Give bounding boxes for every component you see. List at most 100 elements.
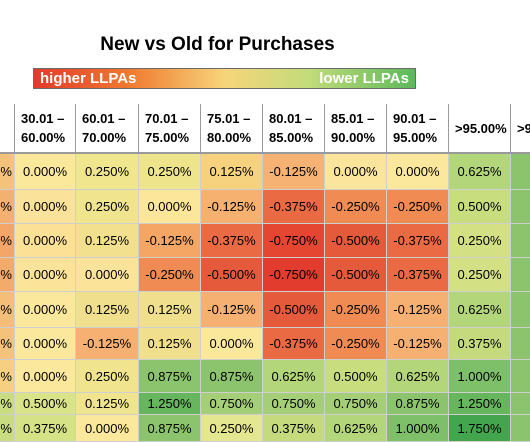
- column-header-label: 90.01 – 95.00%: [393, 111, 438, 145]
- heatmap-cell: 0.000%: [15, 360, 76, 393]
- heatmap-cell: 0.875%: [387, 393, 449, 415]
- heatmap-cell: 0%: [0, 292, 15, 328]
- heatmap-cell: 0.250%: [76, 190, 139, 224]
- column-header: 90.01 – 95.00%: [387, 104, 449, 154]
- column-header: 60.01 – 70.00%: [76, 104, 139, 154]
- heatmap-cell: -0.500%: [201, 258, 263, 292]
- heatmap-cell: 0.875%: [139, 360, 201, 393]
- heatmap-cell: 0.125%: [76, 224, 139, 258]
- heatmap-cell: -0.125%: [201, 292, 263, 328]
- heatmap-cell: 0.000%: [387, 154, 449, 190]
- heatmap-cell: 0.625%: [449, 154, 511, 190]
- heatmap-cell: 0.375%: [15, 415, 76, 442]
- column-header-label: >9: [517, 120, 530, 136]
- column-header-label: 85.01 – 90.00%: [331, 111, 376, 145]
- heatmap-cell: 0.375%: [449, 328, 511, 360]
- heatmap-cell: 0.625%: [449, 292, 511, 328]
- heatmap-cell: [511, 360, 530, 393]
- legend-high-label: higher LLPAs: [40, 70, 137, 87]
- heatmap-cell: -0.125%: [387, 328, 449, 360]
- heatmap-cell: 0%: [0, 415, 15, 442]
- heatmap-cell: 1.250%: [449, 393, 511, 415]
- heatmap-cell: 0.250%: [76, 154, 139, 190]
- heatmap-cell: 0.750%: [325, 393, 387, 415]
- heatmap-cell: 1.750%: [449, 415, 511, 442]
- heatmap-cell: -0.500%: [325, 224, 387, 258]
- heatmap-cell: -0.250%: [325, 190, 387, 224]
- heatmap-cell: 1.000%: [449, 360, 511, 393]
- heatmap-cell: [511, 258, 530, 292]
- heatmap-cell: 0.750%: [263, 393, 325, 415]
- heatmap-cell: 0.000%: [15, 224, 76, 258]
- heatmap-cell: [511, 292, 530, 328]
- heatmap-cell: 1.250%: [139, 393, 201, 415]
- heatmap-cell: 0.500%: [325, 360, 387, 393]
- heatmap-cell: -0.375%: [201, 224, 263, 258]
- heatmap-cell: [511, 328, 530, 360]
- column-header: [0, 104, 15, 154]
- heatmap-cell: 0.000%: [15, 190, 76, 224]
- heatmap-cell: 0%: [0, 393, 15, 415]
- column-header-label: 80.01 – 85.00%: [269, 111, 314, 145]
- column-header-label: 60.01 – 70.00%: [82, 111, 127, 145]
- heatmap-cell: 0%: [0, 328, 15, 360]
- heatmap-cell: 0.625%: [325, 415, 387, 442]
- heatmap-cell: [511, 224, 530, 258]
- heatmap-cell: 0.625%: [387, 360, 449, 393]
- column-header: >9: [511, 104, 530, 154]
- heatmap-cell: 0.875%: [139, 415, 201, 442]
- heatmap-cell: 0.000%: [15, 258, 76, 292]
- heatmap-cell: 0.000%: [15, 328, 76, 360]
- column-header-label: >95.00%: [455, 120, 507, 136]
- heatmap-cell: 0.000%: [15, 292, 76, 328]
- heatmap-cell: [511, 154, 530, 190]
- legend-low-label: lower LLPAs: [319, 70, 409, 87]
- heatmap-cell: 1.000%: [387, 415, 449, 442]
- heatmap-cell: [511, 190, 530, 224]
- column-header: 70.01 – 75.00%: [139, 104, 201, 154]
- heatmap-cell: 0%: [0, 224, 15, 258]
- heatmap-cell: 0.000%: [201, 328, 263, 360]
- heatmap-cell: -0.250%: [387, 190, 449, 224]
- heatmap-cell: 0.750%: [201, 393, 263, 415]
- column-header-label: 30.01 – 60.00%: [21, 111, 66, 145]
- heatmap-cell: -0.125%: [201, 190, 263, 224]
- heatmap-cell: 0.500%: [449, 190, 511, 224]
- heatmap-cell: -0.375%: [263, 190, 325, 224]
- heatmap-cell: 0.250%: [449, 224, 511, 258]
- heatmap-cell: 0.875%: [201, 360, 263, 393]
- heatmap-cell: 0.125%: [139, 328, 201, 360]
- heatmap-cell: 0.000%: [76, 415, 139, 442]
- heatmap-cell: -0.250%: [139, 258, 201, 292]
- heatmap-cell: -0.500%: [263, 292, 325, 328]
- heatmap-cell: -0.750%: [263, 224, 325, 258]
- column-header: 30.01 – 60.00%: [15, 104, 76, 154]
- heatmap-cell: 0.250%: [449, 258, 511, 292]
- column-header: 75.01 – 80.00%: [201, 104, 263, 154]
- heatmap-cell: 0.250%: [76, 360, 139, 393]
- heatmap-cell: [511, 393, 530, 415]
- heatmap-cell: 0.250%: [201, 415, 263, 442]
- heatmap-cell: 0.125%: [139, 292, 201, 328]
- heatmap-cell: 0.125%: [76, 393, 139, 415]
- heatmap-cell: -0.125%: [139, 224, 201, 258]
- color-scale-legend: higher LLPAs lower LLPAs: [33, 68, 416, 89]
- column-header-label: 70.01 – 75.00%: [145, 111, 190, 145]
- heatmap-cell: -0.250%: [325, 328, 387, 360]
- heatmap-cell: 0%: [0, 360, 15, 393]
- heatmap-cell: [511, 415, 530, 442]
- heatmap-cell: 0.000%: [325, 154, 387, 190]
- column-header: >95.00%: [449, 104, 511, 154]
- heatmap-cell: 0.500%: [15, 393, 76, 415]
- column-header-label: 75.01 – 80.00%: [207, 111, 252, 145]
- column-header: 85.01 – 90.00%: [325, 104, 387, 154]
- heatmap-cell: 0%: [0, 258, 15, 292]
- chart-title: New vs Old for Purchases: [100, 34, 335, 55]
- heatmap-cell: 0.000%: [76, 258, 139, 292]
- heatmap-cell: -0.750%: [263, 258, 325, 292]
- heatmap-cell: -0.125%: [76, 328, 139, 360]
- heatmap-cell: 0%: [0, 154, 15, 190]
- heatmap-cell: -0.125%: [263, 154, 325, 190]
- llpa-heatmap-table: 30.01 – 60.00% 60.01 – 70.00% 70.01 – 75.0…: [0, 104, 530, 442]
- heatmap-cell: -0.375%: [263, 328, 325, 360]
